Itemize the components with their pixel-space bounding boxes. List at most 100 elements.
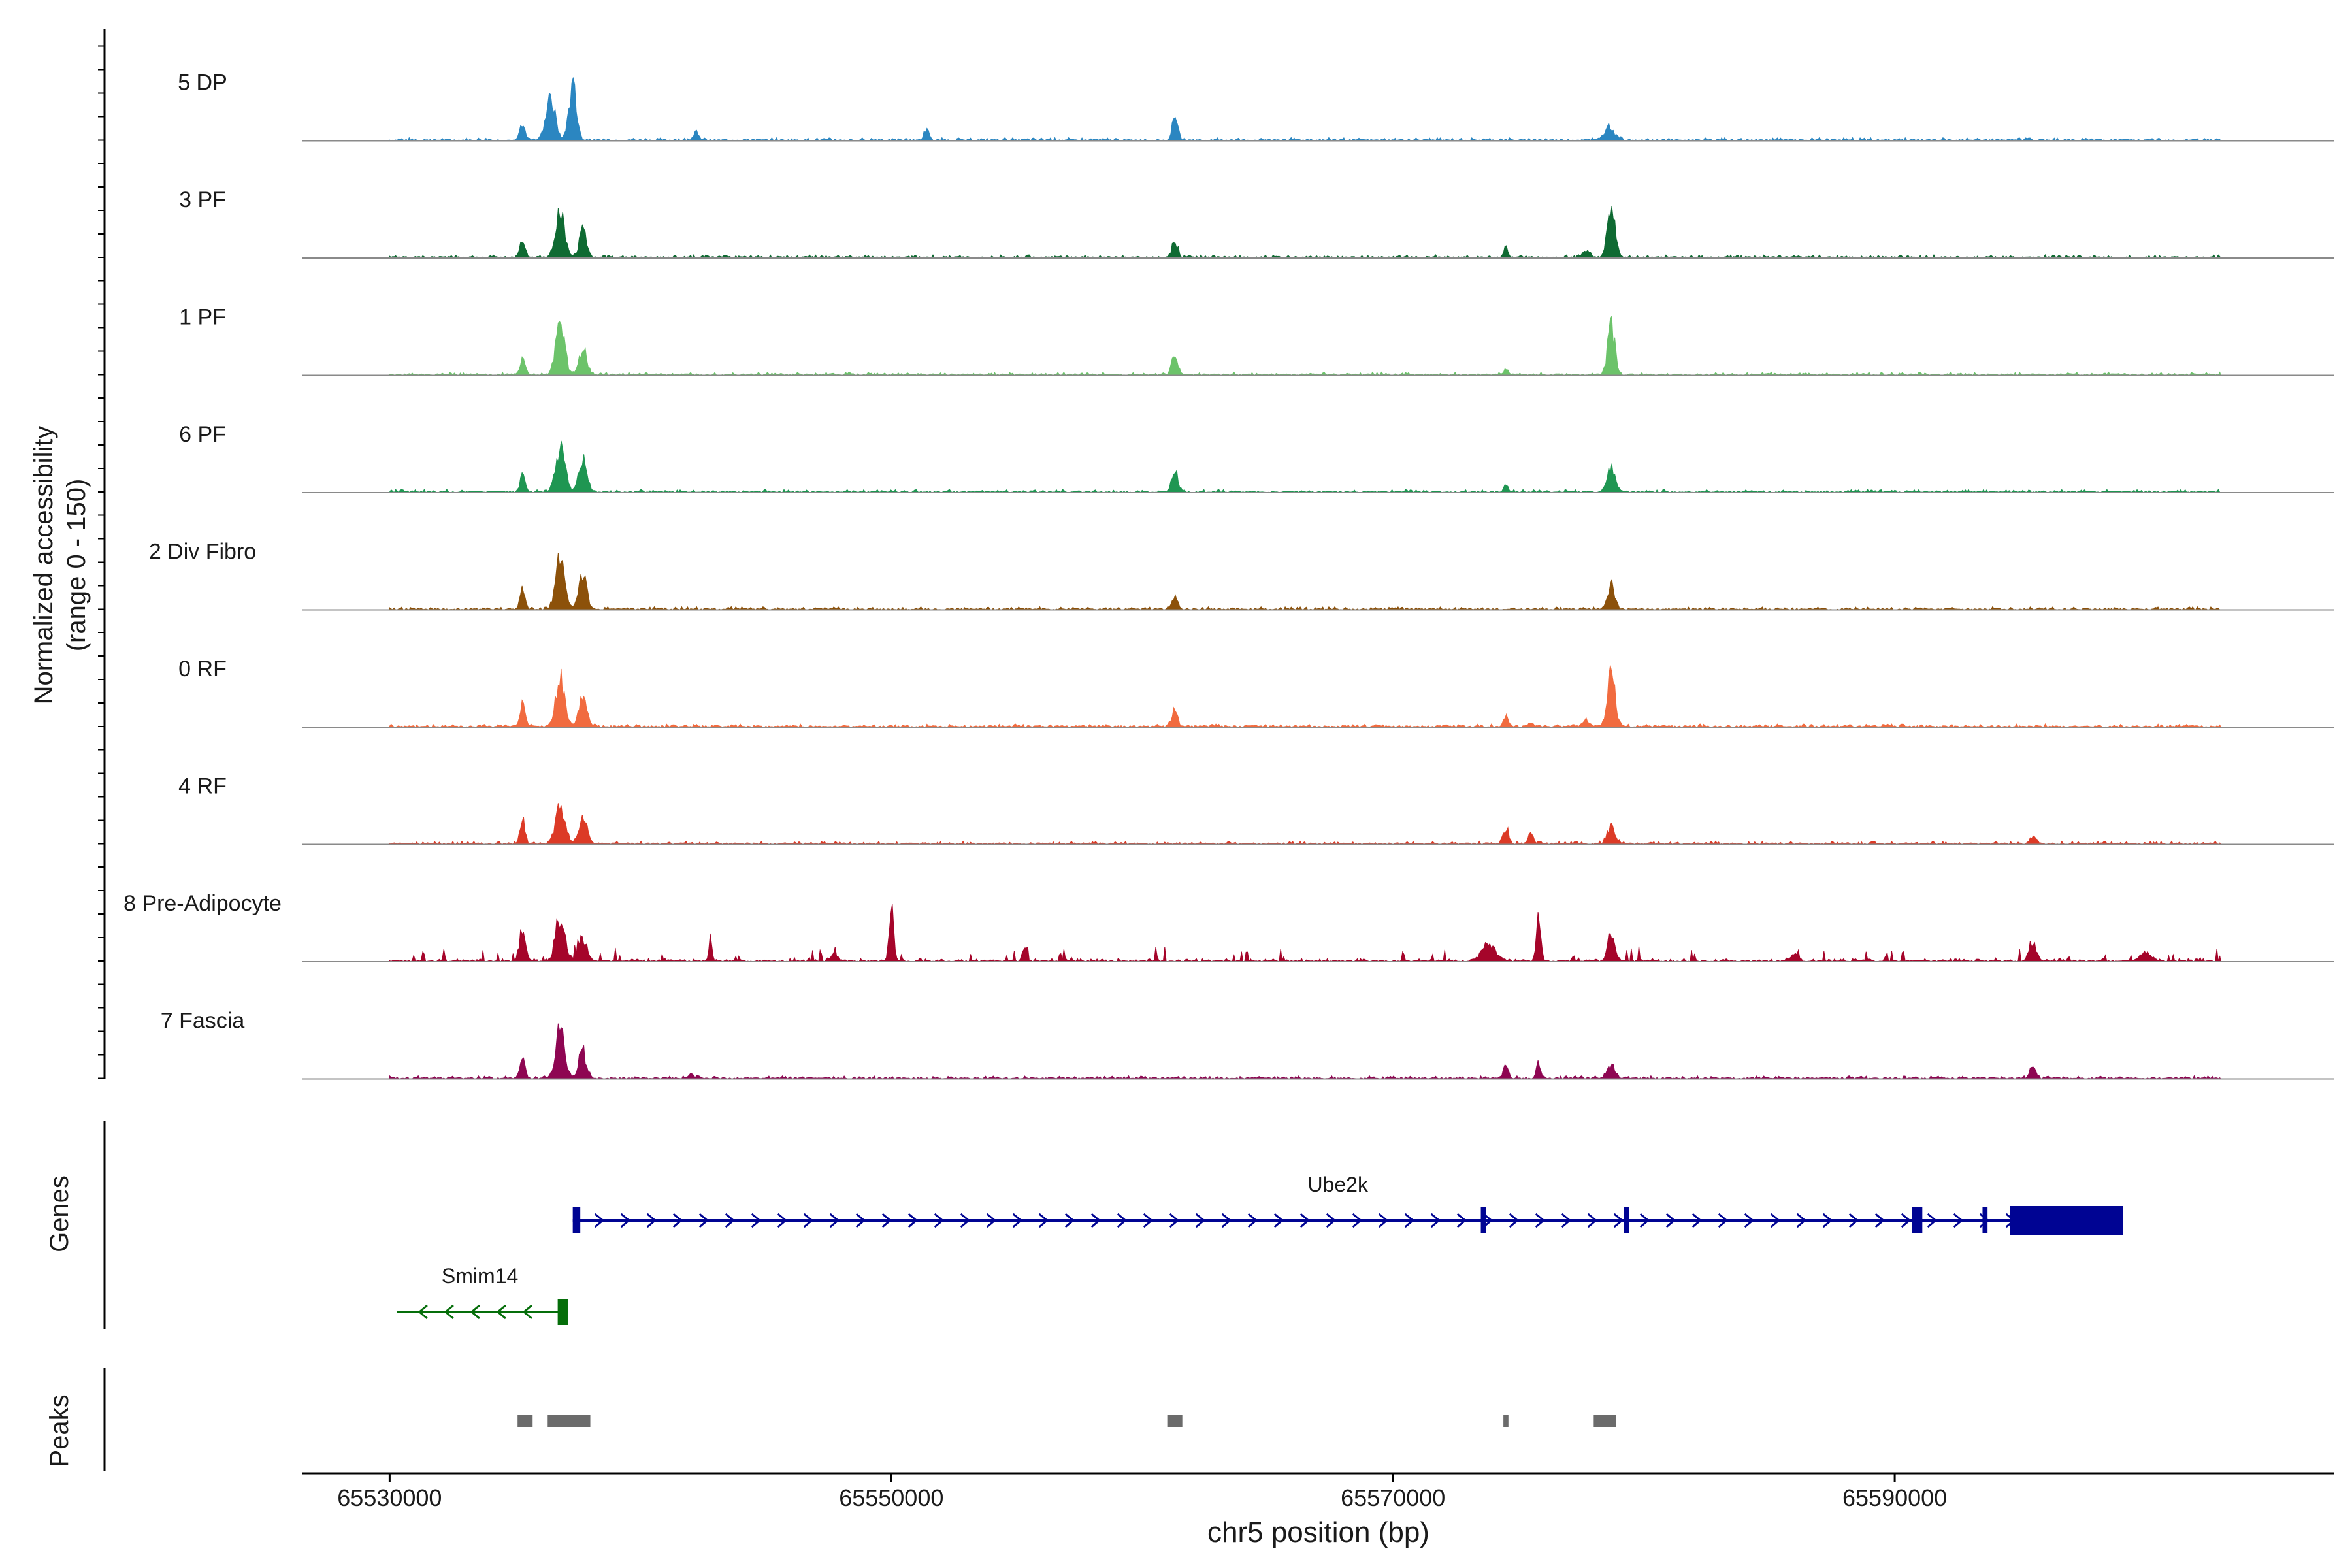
coverage-track: 5 DP [178,71,2334,142]
coverage-track: 3 PF [179,188,2334,259]
gene-exon [1624,1207,1629,1233]
gene-label: Smim14 [442,1264,518,1288]
strand-chevron [829,1213,840,1228]
gene-exon [557,1299,568,1325]
coverage-area [389,904,2221,962]
peak-region [1167,1415,1183,1427]
track-label: 8 Pre-Adipocyte [123,891,282,916]
strand-chevron [1247,1213,1258,1228]
strand-chevron [522,1304,532,1320]
strand-chevron [1456,1213,1467,1228]
track-label: 7 Fascia [161,1009,245,1034]
strand-chevron [1221,1213,1232,1228]
strand-chevron [1927,1213,1938,1228]
strand-chevron [725,1213,736,1228]
x-axis-label: chr5 position (bp) [1207,1516,1429,1548]
track-label: 3 PF [179,188,226,212]
strand-chevron [1012,1213,1023,1228]
strand-chevron [496,1304,506,1320]
strand-chevron [751,1213,762,1228]
strand-chevron [1482,1213,1494,1228]
strand-chevron [803,1213,814,1228]
strand-chevron [855,1213,866,1228]
coverage-tracks: 5 DP 3 PF 1 PF 6 PF 2 Div Fibro 0 RF 4 RF 8 Pre… [98,29,2334,1080]
strand-chevron [1718,1213,1729,1228]
gene-model: Smim14 [397,1264,568,1325]
strand-chevron [1273,1213,1284,1228]
peak-region [547,1415,591,1427]
coverage-track: 4 RF [178,774,2334,845]
strand-chevron [1848,1213,1859,1228]
x-axis: 65530000 65550000 65570000 65590000 [302,1472,2334,1511]
gene-model: Ube2k [572,1173,2123,1235]
track-label: 4 RF [178,774,227,799]
y-axis-label-line2: (range 0 - 150) [62,479,91,652]
strand-chevron [1509,1213,1520,1228]
strand-chevron [1378,1213,1389,1228]
peak-region [1503,1415,1509,1427]
strand-chevron [1613,1213,1624,1228]
strand-chevron [777,1213,788,1228]
strand-chevron [1535,1213,1546,1228]
x-tick-label: 65590000 [1842,1484,1947,1511]
peak-region [1593,1415,1616,1427]
strand-chevron [1195,1213,1206,1228]
strand-chevron [1326,1213,1337,1228]
strand-chevron [907,1213,919,1228]
gene-exon [1982,1207,1988,1233]
coverage-track: 6 PF [179,422,2334,493]
strand-chevron [1639,1213,1650,1228]
strand-chevron [1665,1213,1676,1228]
x-tick-label: 65530000 [337,1484,442,1511]
coverage-area [389,803,2222,845]
strand-chevron [1901,1213,1912,1228]
coverage-area [389,1023,2222,1080]
track-label: 6 PF [179,422,226,447]
gene-exon [1912,1207,1923,1233]
coverage-area [389,440,2221,493]
coverage-area [389,315,2221,376]
strand-chevron [1953,1213,1964,1228]
strand-chevron [417,1304,428,1320]
strand-chevron [1038,1213,1049,1228]
strand-chevron [1691,1213,1703,1228]
strand-chevron [1064,1213,1075,1228]
strand-chevron [1587,1213,1598,1228]
strand-chevron [594,1213,605,1228]
strand-chevron [1299,1213,1311,1228]
strand-chevron [1352,1213,1363,1228]
gene-exon [1480,1207,1486,1233]
gene-exon [572,1207,581,1233]
strand-chevron [1561,1213,1572,1228]
coverage-track: 8 Pre-Adipocyte [123,891,2334,962]
strand-chevron [698,1213,710,1228]
coverage-track: 1 PF [179,305,2334,376]
x-tick-label: 65570000 [1341,1484,1445,1511]
strand-chevron [444,1304,454,1320]
track-label: 1 PF [179,305,226,330]
coverage-area [389,553,2221,611]
strand-chevron [1404,1213,1415,1228]
coverage-track: 7 Fascia [161,1009,2334,1080]
strand-chevron [1430,1213,1441,1228]
strand-chevron [1822,1213,1833,1228]
peaks-track-label: Peaks [45,1394,74,1467]
coverage-area [389,665,2221,728]
coverage-track: 2 Div Fibro [149,540,2334,611]
strand-chevron [620,1213,631,1228]
coverage-track: 0 RF [178,657,2334,728]
track-label: 2 Div Fibro [149,540,256,564]
genes-track-label: Genes [45,1175,74,1252]
strand-chevron [986,1213,997,1228]
strand-chevron [960,1213,971,1228]
x-tick-label: 65550000 [839,1484,943,1511]
y-axis-label-line1: Normalized accessibility [29,426,58,705]
strand-chevron [646,1213,657,1228]
strand-chevron [1117,1213,1128,1228]
strand-chevron [934,1213,945,1228]
gene-annotation-track: Ube2k Smim14 [103,1121,2123,1329]
strand-chevron [881,1213,892,1228]
peaks-track [103,1368,1616,1471]
strand-chevron [1874,1213,1886,1228]
